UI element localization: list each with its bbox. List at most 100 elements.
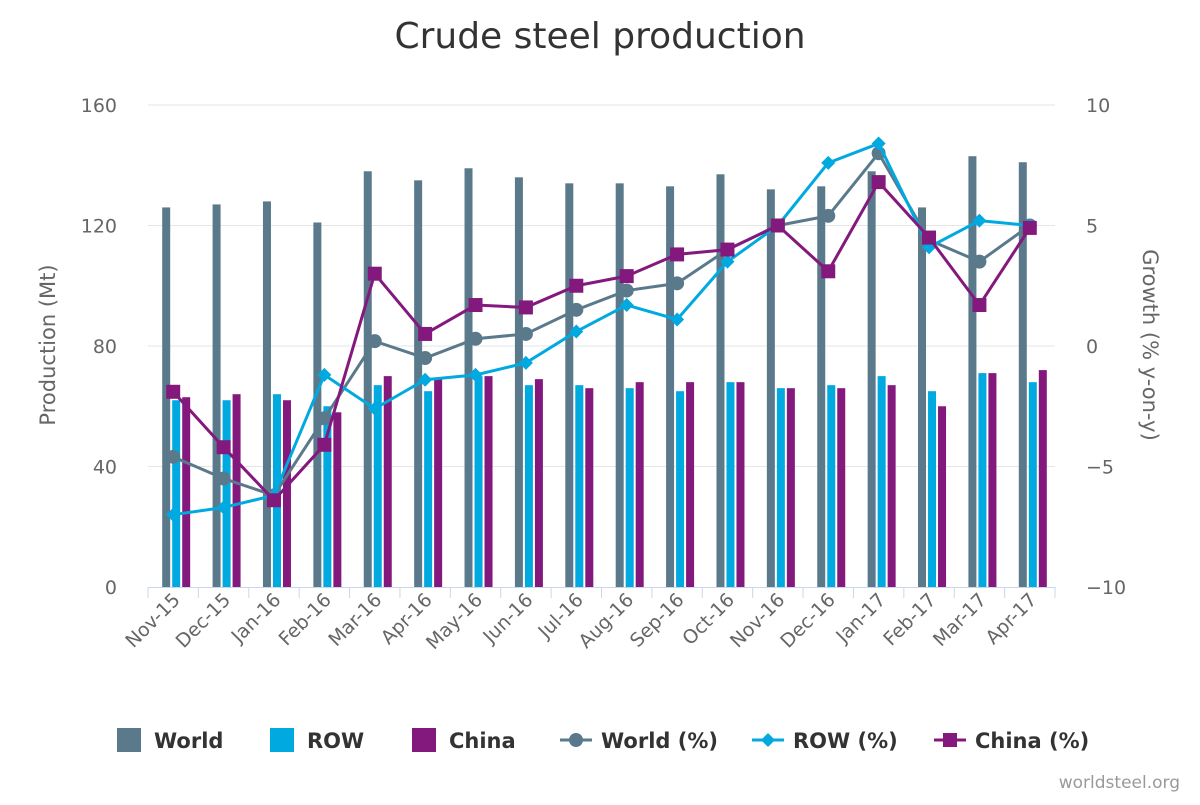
point-world: [166, 449, 181, 464]
point-china: [670, 247, 685, 262]
x-tick-label: Nov-16: [726, 589, 789, 652]
point-china: [418, 326, 433, 341]
legend-marker-china: [943, 733, 957, 747]
bar-world: [363, 171, 372, 587]
point-world: [367, 334, 382, 349]
bar-row: [928, 391, 937, 587]
y-right-tick-label: −5: [1086, 457, 1114, 479]
bar-china: [736, 382, 745, 587]
point-world: [518, 326, 533, 341]
bar-row: [726, 382, 735, 587]
bar-row: [524, 385, 533, 587]
x-tick-label: Sep-16: [626, 589, 689, 652]
bar-row: [172, 400, 181, 587]
bar-china: [585, 388, 594, 587]
x-tick-label: May-16: [422, 589, 487, 654]
point-china: [166, 384, 181, 399]
point-row: [720, 254, 735, 269]
bar-row: [424, 391, 433, 587]
bar-row: [827, 385, 836, 587]
bar-row: [978, 373, 987, 587]
point-china: [972, 298, 987, 313]
legend-label-row: ROW: [307, 729, 364, 753]
point-world: [670, 276, 685, 291]
bar-china: [686, 382, 695, 587]
y-left-tick-label: 160: [81, 95, 117, 117]
point-world: [468, 331, 483, 346]
legend-item-world[interactable]: World (%): [560, 729, 718, 753]
legend-item-china[interactable]: China (%): [934, 729, 1089, 753]
legend-item-world[interactable]: World: [117, 728, 223, 753]
y-left-tick-label: 120: [81, 216, 117, 238]
lines-layer: [166, 136, 1037, 522]
line-row: [172, 142, 1030, 517]
point-world: [972, 254, 987, 269]
point-row: [569, 324, 584, 339]
point-world: [418, 351, 433, 366]
bar-row: [625, 388, 634, 587]
bar-world: [262, 201, 271, 587]
bar-row: [323, 406, 332, 587]
bar-world: [867, 171, 876, 587]
legend-item-row[interactable]: ROW: [270, 728, 364, 753]
y-right-tick-label: 5: [1086, 216, 1098, 238]
point-row: [871, 136, 886, 151]
legend-marker-world: [569, 733, 583, 747]
bar-world: [968, 156, 977, 587]
x-tick-label: Jan-16: [227, 589, 286, 648]
point-row: [216, 500, 231, 515]
bar-world: [313, 222, 322, 588]
point-row: [972, 213, 987, 228]
point-world: [619, 283, 634, 298]
point-world: [317, 411, 332, 426]
bar-china: [786, 388, 795, 587]
legend-item-row[interactable]: ROW (%): [752, 729, 898, 753]
legend-swatch-row: [270, 728, 294, 752]
left-axis-title: Production (Mt): [36, 264, 60, 425]
y-left-tick-label: 80: [93, 336, 117, 358]
chart-title: Crude steel production: [394, 16, 805, 57]
y-right-tick-label: 10: [1086, 95, 1110, 117]
bar-china: [182, 397, 191, 587]
legend-label-world: World: [154, 729, 223, 753]
x-tick-label: Mar-17: [929, 589, 991, 651]
point-china: [317, 437, 332, 452]
bar-china: [837, 388, 846, 587]
point-china: [518, 300, 533, 315]
point-china: [468, 298, 483, 313]
point-world: [216, 471, 231, 486]
bar-row: [877, 376, 886, 587]
point-china: [367, 266, 382, 281]
legend-item-china[interactable]: China: [412, 728, 516, 753]
point-china: [871, 175, 886, 190]
point-china: [569, 278, 584, 293]
credit-text[interactable]: worldsteel.org: [1059, 773, 1180, 793]
x-tick-label: Jan-17: [831, 589, 890, 648]
legend-swatch-world: [117, 728, 141, 752]
point-china: [619, 269, 634, 284]
legend-swatch-china: [412, 728, 436, 752]
bar-china: [1038, 370, 1047, 587]
bar-row: [474, 376, 483, 587]
bar-world: [464, 168, 473, 587]
x-tick-label: Feb-17: [879, 589, 940, 650]
line-world: [172, 151, 1031, 497]
bar-world: [918, 207, 927, 588]
grid-layer: [148, 104, 1055, 467]
x-tick-label: Dec-16: [776, 589, 840, 653]
bar-world: [766, 189, 775, 587]
bar-china: [232, 394, 241, 587]
point-row: [468, 367, 483, 382]
bar-row: [776, 388, 785, 587]
point-china: [720, 242, 735, 257]
y-left-tick-label: 0: [105, 577, 117, 599]
bar-world: [716, 174, 725, 587]
bar-china: [988, 373, 997, 587]
point-row: [317, 367, 332, 382]
x-tick-label: Aug-16: [574, 589, 638, 653]
x-tick-label: Mar-16: [324, 589, 386, 651]
bar-row: [1028, 382, 1037, 587]
point-china: [770, 218, 785, 233]
bar-row: [676, 391, 685, 587]
